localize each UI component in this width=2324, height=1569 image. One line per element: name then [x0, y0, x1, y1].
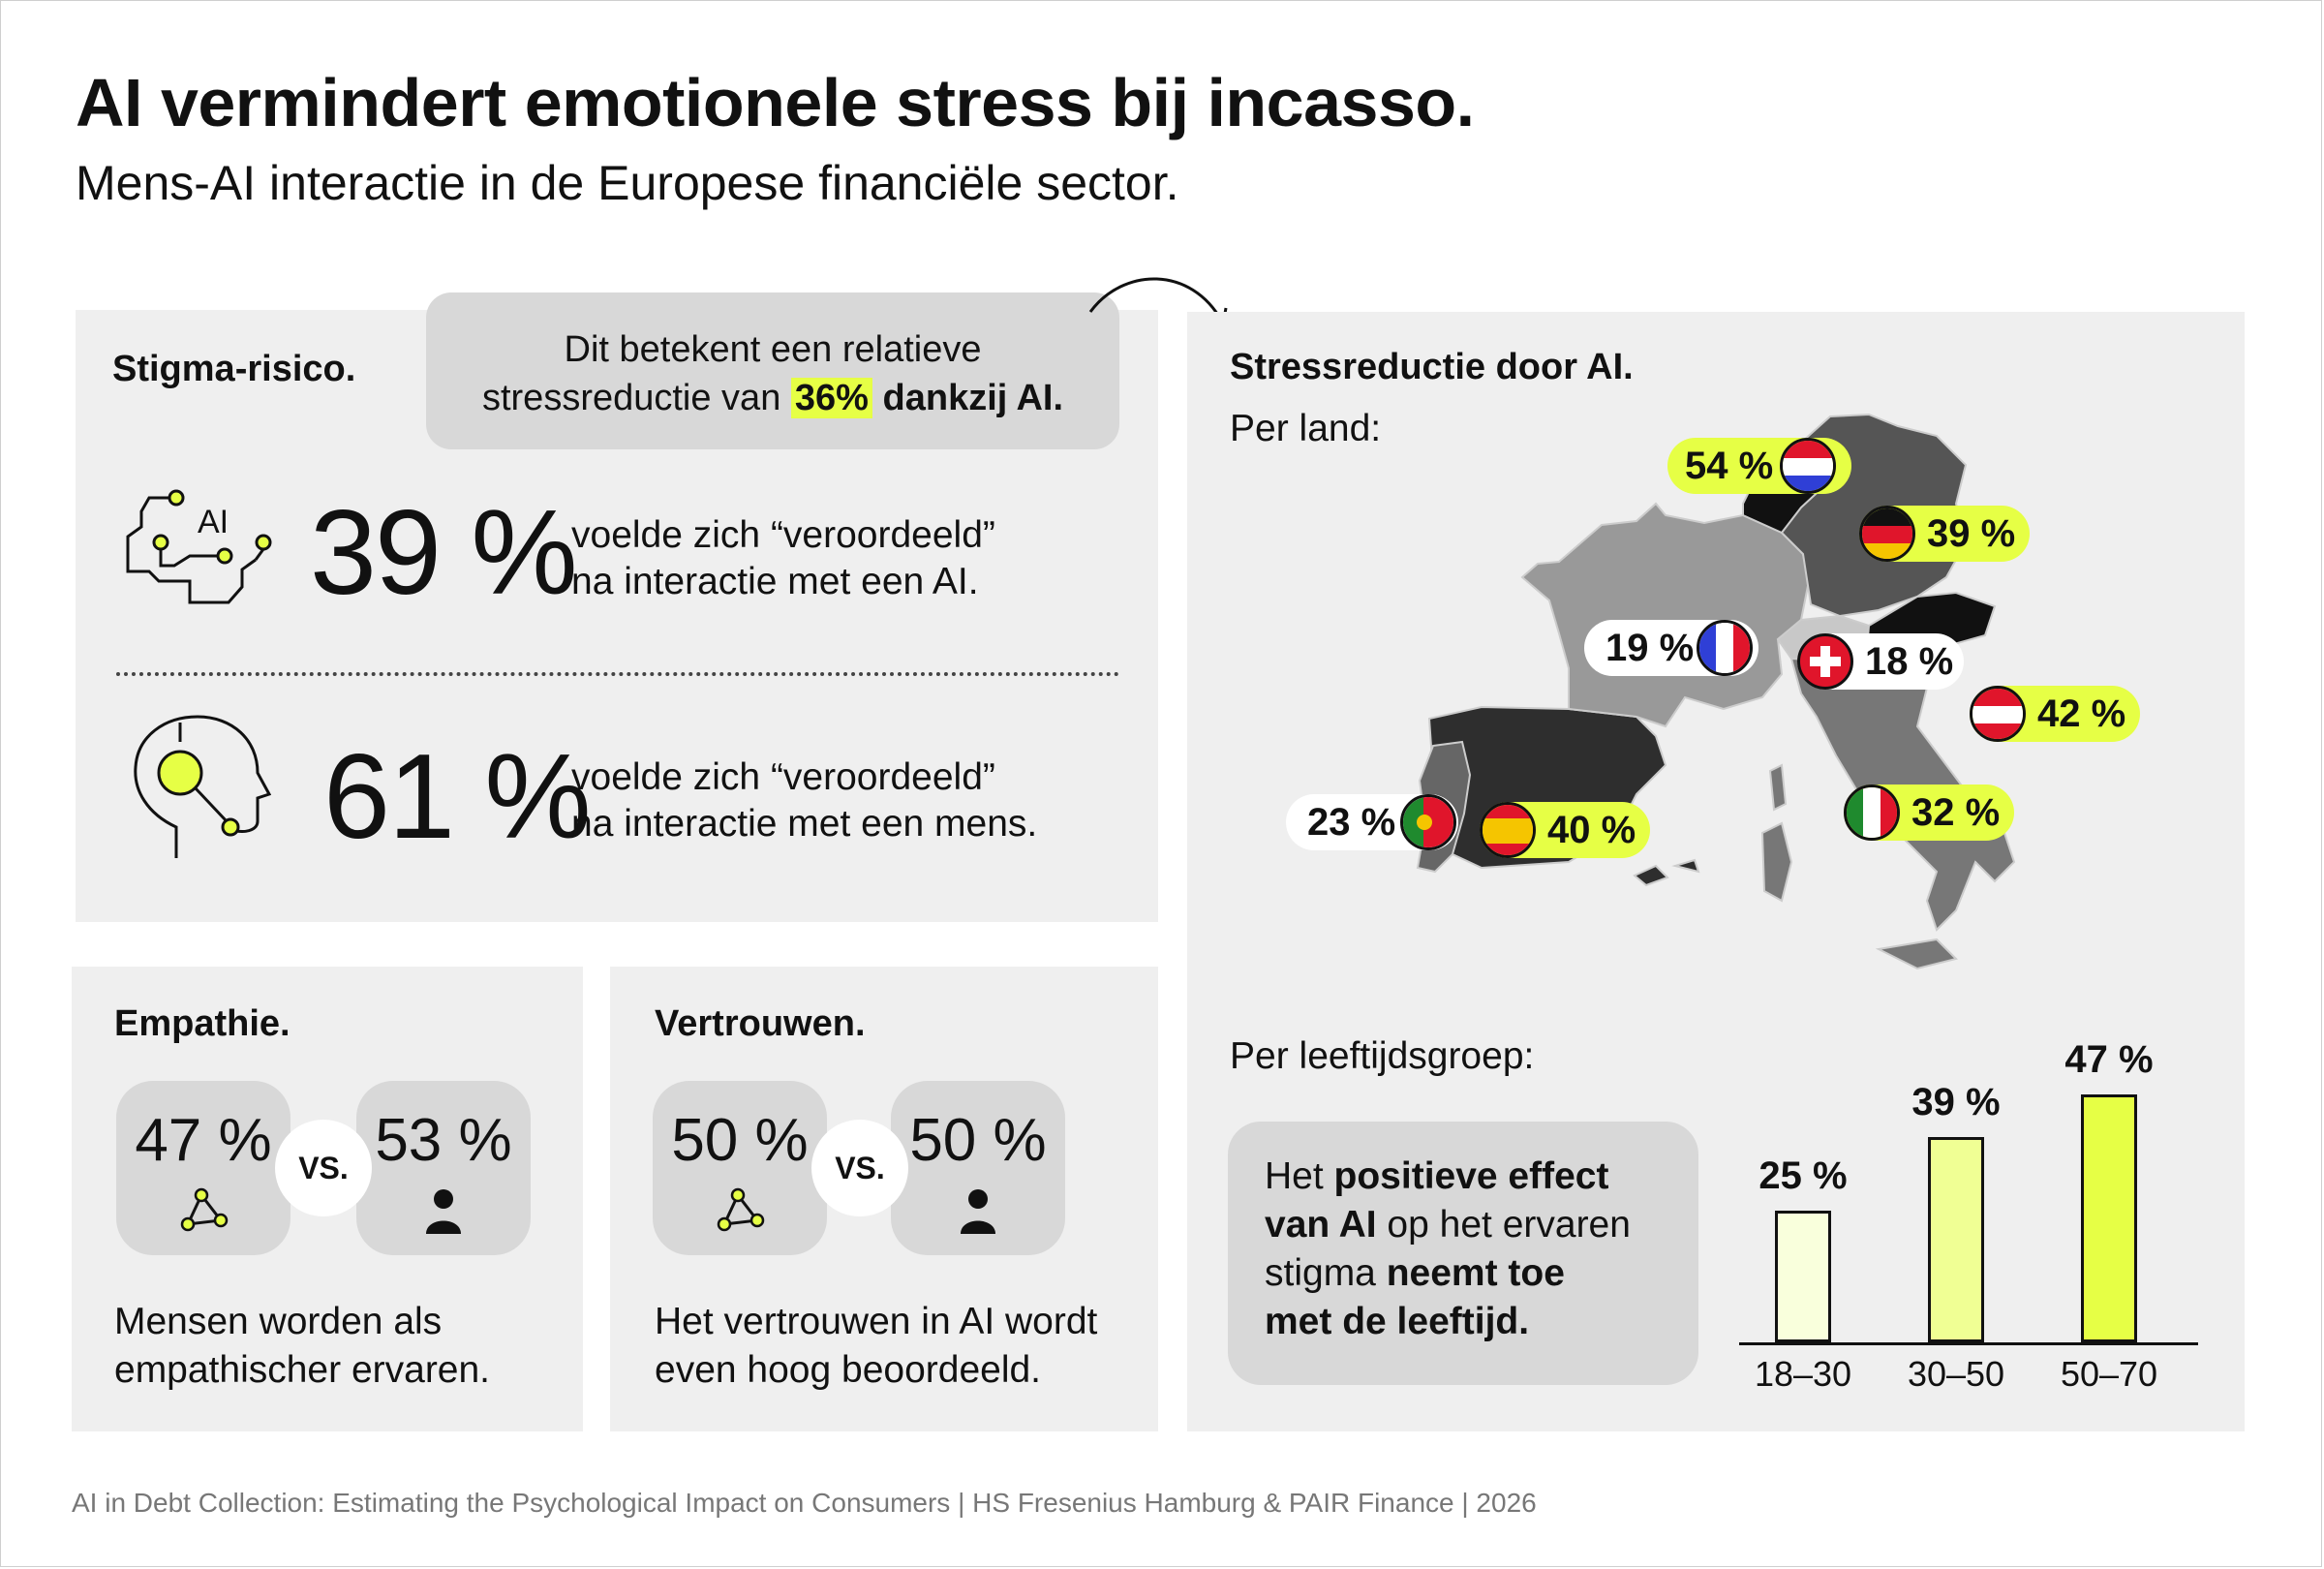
- callout-pre: stressreductie van: [481, 378, 791, 418]
- stigma-heading: Stigma-risico.: [112, 349, 356, 389]
- age-category-label: 30–50: [1907, 1354, 2005, 1394]
- bar-value-label: 25 %: [1758, 1154, 1848, 1197]
- bar-value-label: 39 %: [1911, 1080, 2001, 1123]
- map-france: [1520, 502, 1811, 728]
- flag-it-icon: [1844, 784, 1900, 841]
- age-note-bubble: Het positieve effect van AI op het ervar…: [1228, 1122, 1698, 1385]
- callout-line-1: Dit betekent een relatieve: [564, 329, 982, 370]
- chart-baseline: [1739, 1342, 2198, 1345]
- footer-source: AI in Debt Collection: Estimating the Ps…: [72, 1488, 1537, 1518]
- page-title: AI vermindert emotionele stress bij inca…: [76, 65, 1475, 140]
- flag-pt-icon: [1400, 794, 1456, 850]
- empathie-text-2: empathischer ervaren.: [114, 1349, 491, 1391]
- empathie-human-percentage: 53 %: [375, 1107, 512, 1174]
- age-bar-chart: 25 % 18–30 39 % 30–50 47 % 50–70: [1739, 1038, 2198, 1395]
- flag-at-icon: [1970, 686, 2026, 742]
- flag-es-icon: [1480, 802, 1536, 858]
- empathie-text-1: Mensen worden als: [114, 1301, 443, 1342]
- map-corsica: [1768, 763, 1788, 812]
- divider: [116, 672, 1119, 676]
- empathie-vs-badge: VS.: [275, 1120, 372, 1216]
- flag-fr-icon: [1697, 620, 1753, 676]
- empathie-human-card: 53 %: [356, 1081, 531, 1255]
- vertrouwen-vs-badge: VS.: [811, 1120, 908, 1216]
- stigma-ai-text-2: na interactie met een AI.: [571, 561, 979, 602]
- vertrouwen-human-card: 50 %: [891, 1081, 1065, 1255]
- bar-50–70: [2081, 1094, 2137, 1342]
- stigma-human-percentage: 61 %: [323, 730, 592, 864]
- vertrouwen-heading: Vertrouwen.: [655, 1003, 866, 1044]
- vertrouwen-text-1: Het vertrouwen in AI wordt: [655, 1301, 1098, 1342]
- empathie-ai-card: 47 %: [116, 1081, 290, 1255]
- human-head-icon: [134, 715, 271, 858]
- map-sicily: [1875, 938, 1958, 970]
- ai-chip-icon: AI: [126, 489, 272, 604]
- ai-chip-label: AI: [198, 504, 229, 540]
- ai-network-icon: [717, 1187, 765, 1232]
- stress-heading: Stressreductie door AI.: [1230, 347, 1634, 387]
- map-balearics: [1633, 858, 1700, 887]
- bar-30–50: [1928, 1136, 1984, 1342]
- stigma-human-text-2: na interactie met een mens.: [571, 803, 1038, 845]
- callout-value: 36%: [790, 378, 872, 418]
- vertrouwen-human-percentage: 50 %: [909, 1107, 1047, 1174]
- person-icon: [961, 1189, 995, 1234]
- empathie-ai-percentage: 47 %: [135, 1107, 272, 1174]
- age-category-label: 18–30: [1754, 1354, 1852, 1394]
- stigma-human-text-1: voelde zich “veroordeeld”: [571, 756, 995, 798]
- ai-network-icon: [180, 1187, 229, 1232]
- stigma-callout: Dit betekent een relatieve stressreducti…: [426, 292, 1119, 449]
- bar-18–30: [1775, 1210, 1831, 1342]
- europe-map: [1416, 413, 2016, 970]
- stigma-ai-text-1: voelde zich “veroordeeld”: [571, 514, 995, 556]
- vertrouwen-ai-card: 50 %: [653, 1081, 827, 1255]
- per-leeftijd-label: Per leeftijdsgroep:: [1230, 1035, 1535, 1077]
- flag-ch-icon: [1797, 633, 1853, 690]
- empathie-heading: Empathie.: [114, 1003, 290, 1044]
- age-category-label: 50–70: [2060, 1354, 2158, 1394]
- flag-nl-icon: [1780, 438, 1836, 494]
- vertrouwen-ai-percentage: 50 %: [671, 1107, 809, 1174]
- per-land-label: Per land:: [1230, 408, 1382, 449]
- callout-post: dankzij AI.: [872, 378, 1064, 418]
- vertrouwen-text-2: even hoog beoordeeld.: [655, 1349, 1042, 1391]
- person-icon: [426, 1189, 461, 1234]
- flag-de-icon: [1859, 506, 1915, 562]
- bar-value-label: 47 %: [2064, 1038, 2154, 1081]
- stigma-ai-percentage: 39 %: [310, 486, 578, 620]
- map-sardinia: [1760, 821, 1793, 903]
- page-subtitle: Mens-AI interactie in de Europese financ…: [76, 156, 1179, 210]
